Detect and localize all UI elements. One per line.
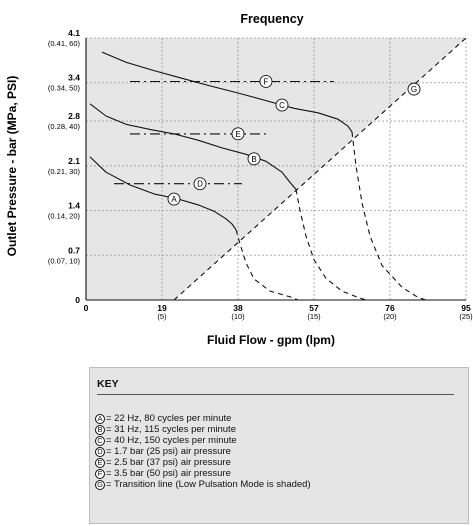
- key-item-d: D = 1.7 bar (25 psi) air pressure: [95, 446, 311, 457]
- key-marker-e: E: [95, 457, 105, 468]
- low-pulsation-shaded-region: [86, 38, 466, 300]
- y-tick-sublabel: (0.28, 40): [48, 122, 81, 131]
- key-item-text: = 2.5 bar (37 psi) air pressure: [106, 457, 231, 468]
- key-marker-b: B: [95, 424, 105, 435]
- series-g-dashed-line: [173, 37, 467, 301]
- marker-b-label: B: [251, 155, 256, 164]
- marker-g-label: G: [411, 85, 417, 94]
- x-tick-label: 19: [157, 303, 167, 313]
- key-legend: KEY A = 22 Hz, 80 cycles per minute B = 31 …: [89, 367, 469, 524]
- y-tick-label: 3.4: [68, 73, 80, 83]
- marker-d-label: D: [197, 180, 203, 189]
- series-b-solid-line: [89, 103, 297, 190]
- marker-g-circle: [407, 82, 421, 96]
- marker-e-label: E: [235, 130, 240, 139]
- x-tick-label: 95: [461, 303, 471, 313]
- x-tick-sublabel: (15): [307, 312, 321, 321]
- key-item-text: = 22 Hz, 80 cycles per minute: [106, 413, 232, 424]
- axes: [85, 38, 466, 301]
- marker-e-circle: [231, 127, 245, 141]
- x-tick-label: 76: [385, 303, 395, 313]
- key-item-a: A = 22 Hz, 80 cycles per minute: [95, 413, 311, 424]
- key-item-text: = 1.7 bar (25 psi) air pressure: [106, 446, 231, 457]
- x-tick-label: 57: [309, 303, 319, 313]
- marker-f-label: F: [264, 77, 269, 86]
- key-list: A = 22 Hz, 80 cycles per minute B = 31 Hz, …: [95, 413, 311, 490]
- y-tick-label: 1.4: [68, 201, 80, 211]
- key-item-g: G = Transition line (Low Pulsation Mode i…: [95, 479, 311, 490]
- chart-title: Frequency: [240, 12, 303, 26]
- key-marker-d: D: [95, 446, 105, 457]
- marker-c-circle: [275, 98, 289, 112]
- marker-a-circle: [167, 192, 181, 206]
- y-tick-sublabel: (0.07, 10): [48, 256, 81, 265]
- y-axis-label: Outlet Pressure - bar (MPa, PSI): [5, 76, 19, 257]
- key-marker-f: F: [95, 468, 105, 479]
- key-item-text: = 3.5 bar (50 psi) air pressure: [106, 468, 231, 479]
- x-axis-label: Fluid Flow - gpm (lpm): [207, 333, 335, 347]
- tick-labels: 0 0.7(0.07, 10) 1.4(0.14, 20) 2.1(0.21, 30)…: [48, 28, 473, 321]
- series-a-solid-line: [89, 156, 237, 231]
- key-marker-c: C: [95, 435, 105, 446]
- key-divider: [97, 394, 454, 395]
- y-tick-sublabel: (0.14, 20): [48, 212, 81, 221]
- series-a-dashed-line: [235, 229, 299, 301]
- x-tick-sublabel: (5): [157, 312, 167, 321]
- series-c-solid-line: [101, 51, 353, 133]
- series-b-dashed-line: [295, 189, 367, 301]
- marker-a-label: A: [171, 195, 177, 204]
- key-marker-g: G: [95, 479, 105, 490]
- key-item-f: F = 3.5 bar (50 psi) air pressure: [95, 468, 311, 479]
- y-tick-label: 2.1: [68, 156, 80, 166]
- y-tick-label: 0.7: [68, 245, 80, 255]
- x-tick-sublabel: (25): [459, 312, 473, 321]
- y-tick-label: 2.8: [68, 111, 80, 121]
- y-tick-sublabel: (0.34, 50): [48, 84, 81, 93]
- key-item-e: E = 2.5 bar (37 psi) air pressure: [95, 457, 311, 468]
- series-markers: A B C D E F G: [167, 75, 421, 206]
- x-tick-sublabel: (10): [231, 312, 245, 321]
- series-lines: [89, 37, 467, 301]
- marker-c-label: C: [279, 101, 285, 110]
- marker-f-circle: [259, 75, 273, 88]
- y-tick-sublabel: (0.21, 30): [48, 167, 81, 176]
- series-c-dashed-line: [351, 131, 427, 301]
- x-tick-label: 0: [84, 303, 89, 313]
- key-title: KEY: [97, 378, 119, 390]
- marker-b-circle: [247, 152, 261, 166]
- key-item-c: C = 40 Hz, 150 cycles per minute: [95, 435, 311, 446]
- key-item-text: = 31 Hz, 115 cycles per minute: [106, 424, 236, 435]
- gridlines: [86, 37, 467, 300]
- key-item-text: = Transition line (Low Pulsation Mode is…: [106, 479, 311, 490]
- x-tick-label: 38: [233, 303, 243, 313]
- y-tick-label: 0: [75, 295, 80, 305]
- y-tick-sublabel: (0.41, 60): [48, 39, 81, 48]
- key-marker-a: A: [95, 413, 105, 424]
- y-tick-label: 4.1: [68, 28, 80, 38]
- key-item-text: = 40 Hz, 150 cycles per minute: [106, 435, 237, 446]
- x-tick-sublabel: (20): [383, 312, 397, 321]
- marker-d-circle: [193, 177, 207, 191]
- key-item-b: B = 31 Hz, 115 cycles per minute: [95, 424, 311, 435]
